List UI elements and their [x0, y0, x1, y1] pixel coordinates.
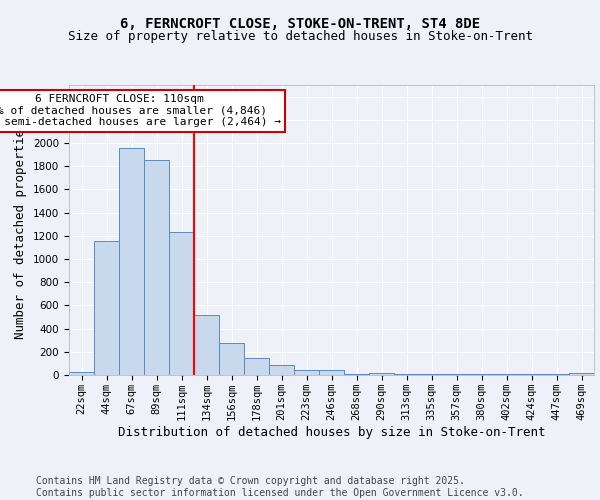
Text: 6 FERNCROFT CLOSE: 110sqm
← 66% of detached houses are smaller (4,846)
33% of se: 6 FERNCROFT CLOSE: 110sqm ← 66% of detac…: [0, 94, 281, 128]
Bar: [544, 374, 569, 375]
Bar: [569, 374, 594, 375]
Bar: [244, 358, 269, 375]
Bar: [494, 374, 519, 375]
Bar: [519, 374, 544, 375]
Bar: [169, 232, 194, 375]
Bar: [419, 374, 444, 375]
Bar: [344, 374, 369, 375]
Bar: [394, 374, 419, 375]
Bar: [119, 148, 144, 375]
Bar: [69, 372, 94, 375]
Bar: [194, 316, 219, 375]
Bar: [369, 372, 394, 375]
Bar: [144, 160, 169, 375]
Bar: [219, 343, 244, 375]
Bar: [94, 241, 119, 375]
Text: 6, FERNCROFT CLOSE, STOKE-ON-TRENT, ST4 8DE: 6, FERNCROFT CLOSE, STOKE-ON-TRENT, ST4 …: [120, 18, 480, 32]
Bar: [269, 364, 294, 375]
Bar: [319, 370, 344, 375]
Bar: [469, 374, 494, 375]
Text: Size of property relative to detached houses in Stoke-on-Trent: Size of property relative to detached ho…: [67, 30, 533, 43]
X-axis label: Distribution of detached houses by size in Stoke-on-Trent: Distribution of detached houses by size …: [118, 426, 545, 438]
Bar: [444, 374, 469, 375]
Text: Contains HM Land Registry data © Crown copyright and database right 2025.
Contai: Contains HM Land Registry data © Crown c…: [36, 476, 524, 498]
Y-axis label: Number of detached properties: Number of detached properties: [14, 121, 28, 339]
Bar: [294, 370, 319, 375]
